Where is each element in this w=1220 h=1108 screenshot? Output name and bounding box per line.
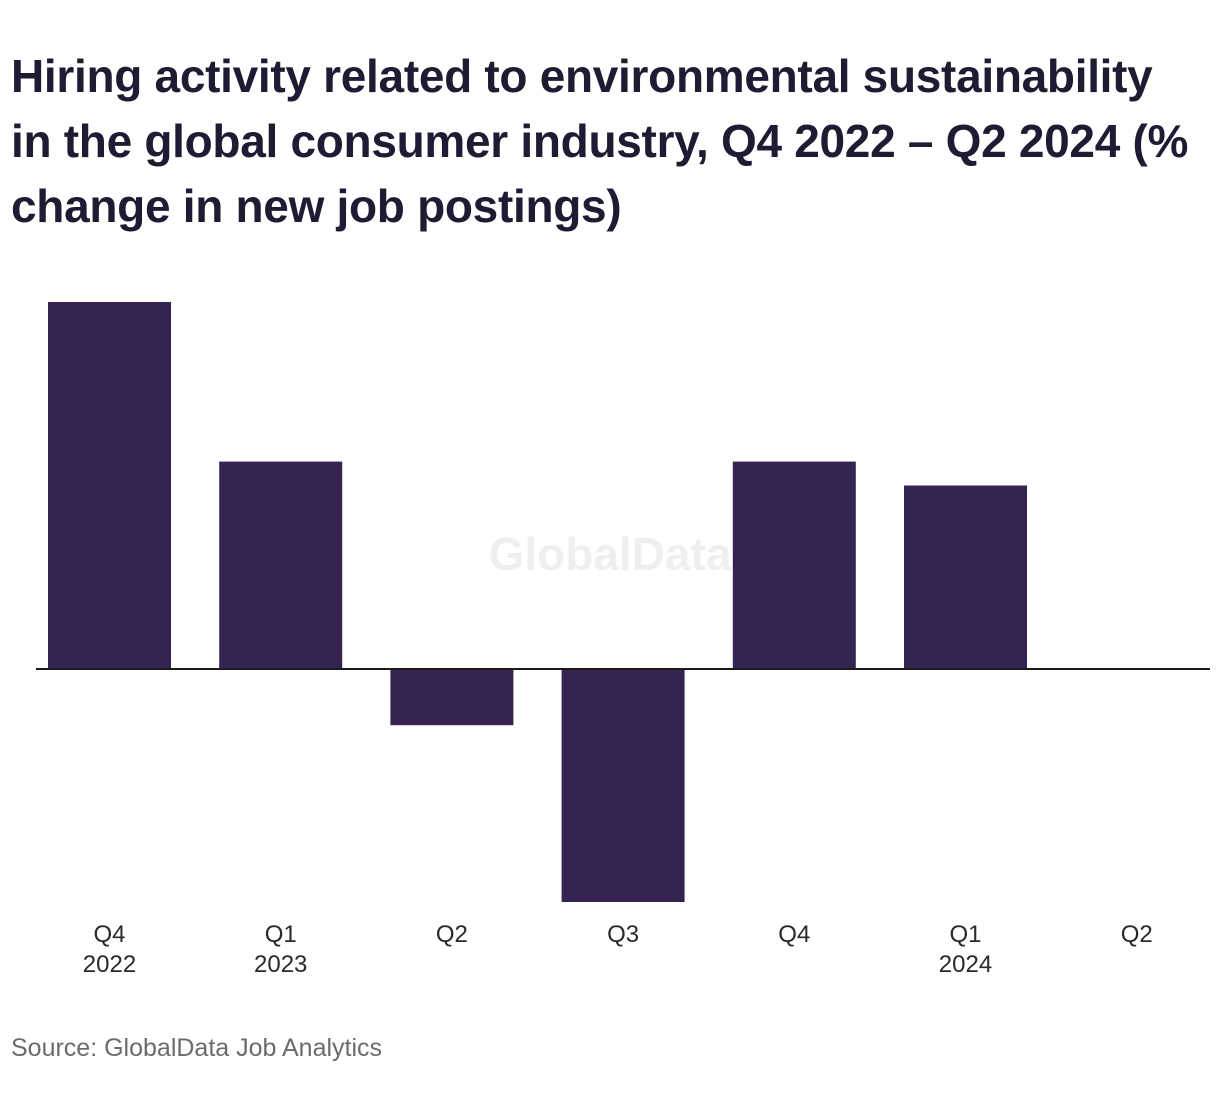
tick-label-year: 2024	[939, 951, 992, 978]
tick-label-quarter: Q4	[93, 921, 125, 948]
tick-label-quarter: Q3	[607, 921, 639, 948]
bar-q3-2023	[561, 669, 685, 902]
tick-label-year: 2023	[254, 951, 307, 978]
bar-q1-2023	[219, 461, 343, 669]
tick-label-quarter: Q2	[1121, 921, 1153, 948]
x-axis-ticks: Q4 2022 Q1 2023 Q2 Q3 Q4 Q1 2024 Q2	[83, 921, 1153, 978]
tick-label-quarter: Q2	[436, 921, 468, 948]
chart-title: Hiring activity related to environmental…	[11, 50, 1189, 232]
watermark: GlobalData	[489, 528, 732, 580]
bar-q2-2023	[390, 669, 514, 726]
tick-label-quarter: Q1	[265, 921, 297, 948]
bar-q4-2023	[732, 461, 856, 669]
bar-q4-2022	[48, 302, 171, 669]
tick-label-year: 2022	[83, 951, 136, 978]
bar-q1-2024	[904, 485, 1027, 669]
bars-group	[48, 302, 1027, 902]
source-note: Source: GlobalData Job Analytics	[11, 1034, 383, 1062]
tick-label-quarter: Q1	[949, 921, 981, 948]
tick-label-quarter: Q4	[778, 921, 810, 948]
